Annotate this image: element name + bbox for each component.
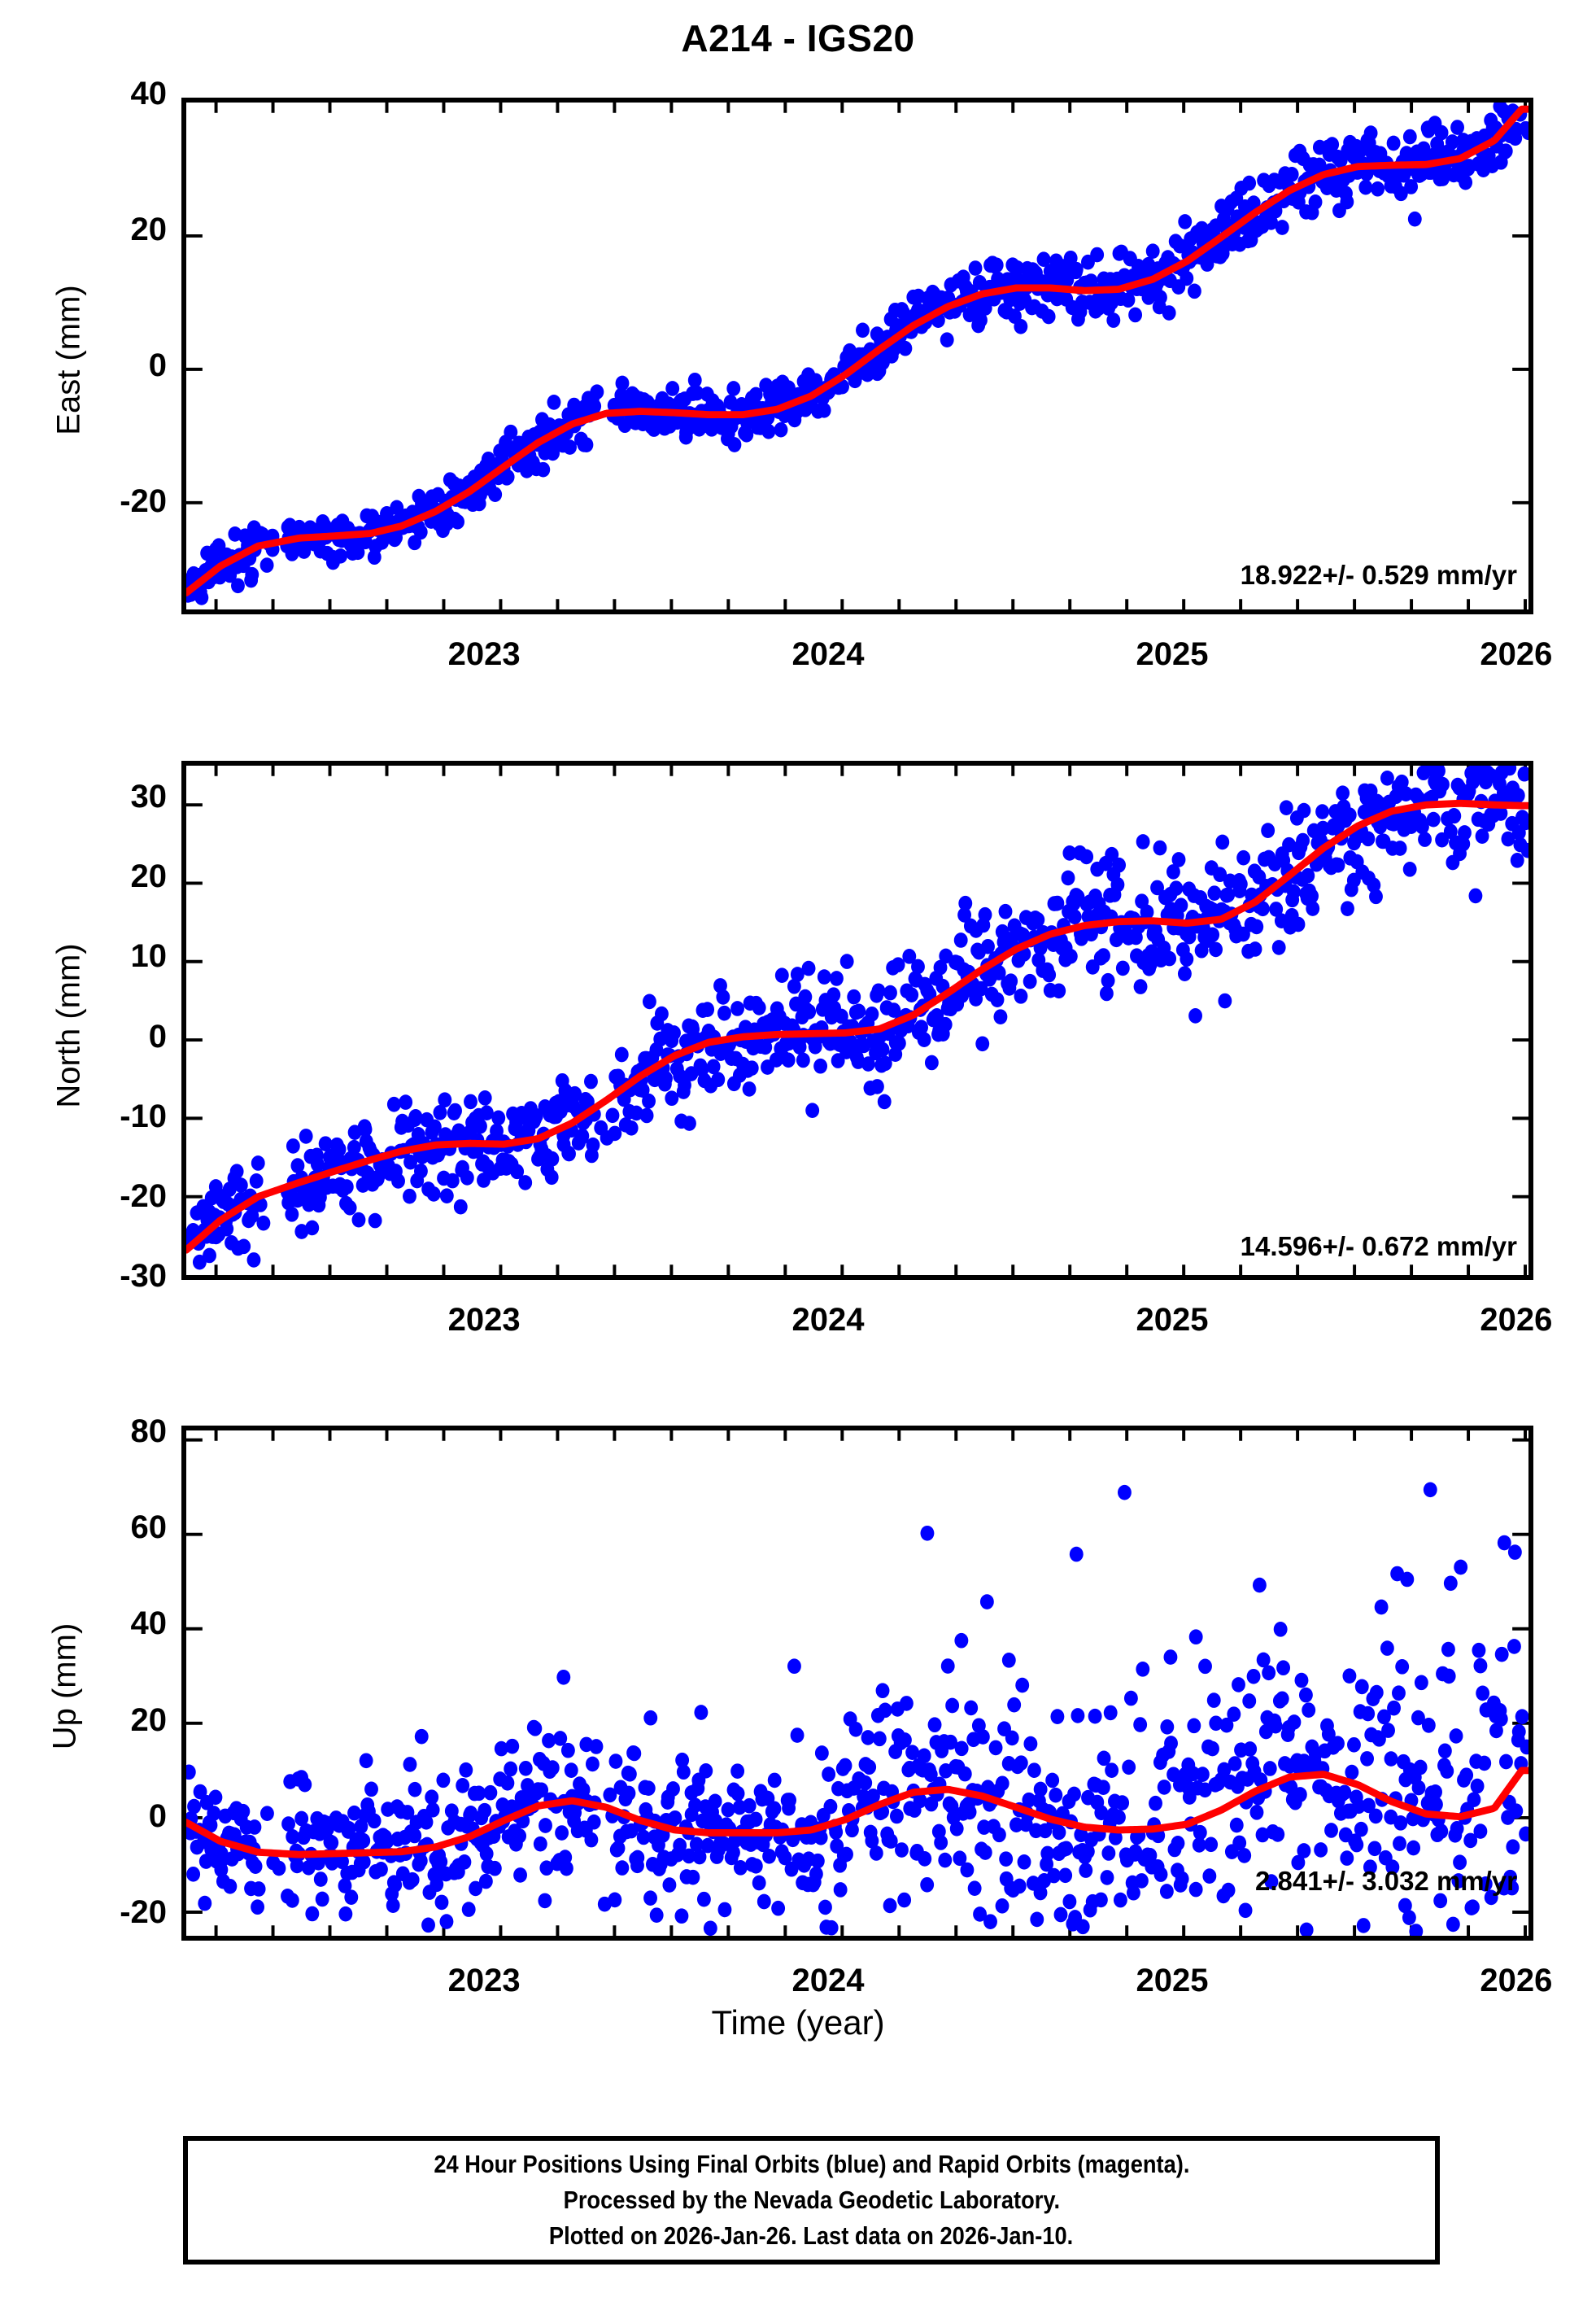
up-x-tick-label: 2025 [1136,1963,1209,1998]
up-x-tick-label: 2026 [1480,1963,1553,1998]
east-x-tick-label: 2023 [447,636,521,672]
north-plot-panel [181,761,1533,1280]
north-x-tick-label: 2025 [1136,1302,1209,1338]
east-y-tick-label: 20 [130,212,168,248]
up-data-points [186,1482,1528,1936]
east-x-tick-label: 2024 [791,636,865,672]
east-plot-canvas [186,103,1528,609]
east-plot-panel [181,98,1533,614]
east-rate-annotation: 18.922+/- 0.529 mm/yr [1240,560,1517,590]
up-rate-annotation: 2.841+/- 3.032 mm/yr [1255,1866,1517,1896]
east-x-tick-label: 2025 [1136,636,1209,672]
east-y-tick-label: 0 [148,347,167,384]
east-axis-ticks [186,103,1528,609]
north-x-tick-label: 2024 [791,1302,865,1338]
north-y-tick-label: 30 [130,779,168,815]
north-x-tick-label: 2023 [447,1302,521,1338]
up-y-tick-label: 40 [130,1605,168,1642]
footer-line-3: Plotted on 2026-Jan-26. Last data on 202… [549,2221,1074,2250]
up-y-tick-label: 80 [130,1413,168,1449]
up-x-tick-label: 2024 [791,1963,865,1998]
page-title: A214 - IGS20 [681,17,915,59]
north-y-tick-label: 0 [148,1018,167,1055]
east-y-tick-label: -20 [120,483,167,520]
north-y-tick-label: -30 [120,1258,167,1294]
north-trend-line [186,799,1528,1254]
up-trend-line [186,1767,1528,1858]
footer-line-1: 24 Hour Positions Using Final Orbits (bl… [433,2149,1190,2178]
north-data-points [186,766,1528,1270]
x-axis-title: Time (year) [711,2003,885,2042]
up-y-tick-label: 60 [130,1509,168,1546]
east-trend-line [186,105,1528,596]
east-x-tick-label: 2026 [1480,636,1553,672]
up-y-tick-label: 20 [130,1701,168,1738]
north-y-tick-label: 10 [130,938,168,975]
north-y-tick-label: 20 [130,858,168,895]
up-plot-canvas [186,1430,1528,1936]
east-data-points [186,103,1528,605]
up-y-tick-label: 0 [148,1798,167,1835]
up-x-tick-label: 2023 [447,1963,521,1998]
north-y-tick-label: -20 [120,1177,167,1214]
north-x-tick-label: 2026 [1480,1302,1553,1338]
up-axis-label: Up (mm) [46,1622,83,1750]
footer-note-box: 24 Hour Positions Using Final Orbits (bl… [183,2136,1440,2265]
north-y-tick-label: -10 [120,1098,167,1134]
north-plot-canvas [186,766,1528,1275]
up-plot-panel [181,1426,1533,1941]
up-y-tick-label: -20 [120,1894,167,1931]
footer-line-2: Processed by the Nevada Geodetic Laborat… [563,2185,1060,2214]
east-y-tick-label: 40 [130,76,168,111]
north-rate-annotation: 14.596+/- 0.672 mm/yr [1240,1231,1517,1261]
